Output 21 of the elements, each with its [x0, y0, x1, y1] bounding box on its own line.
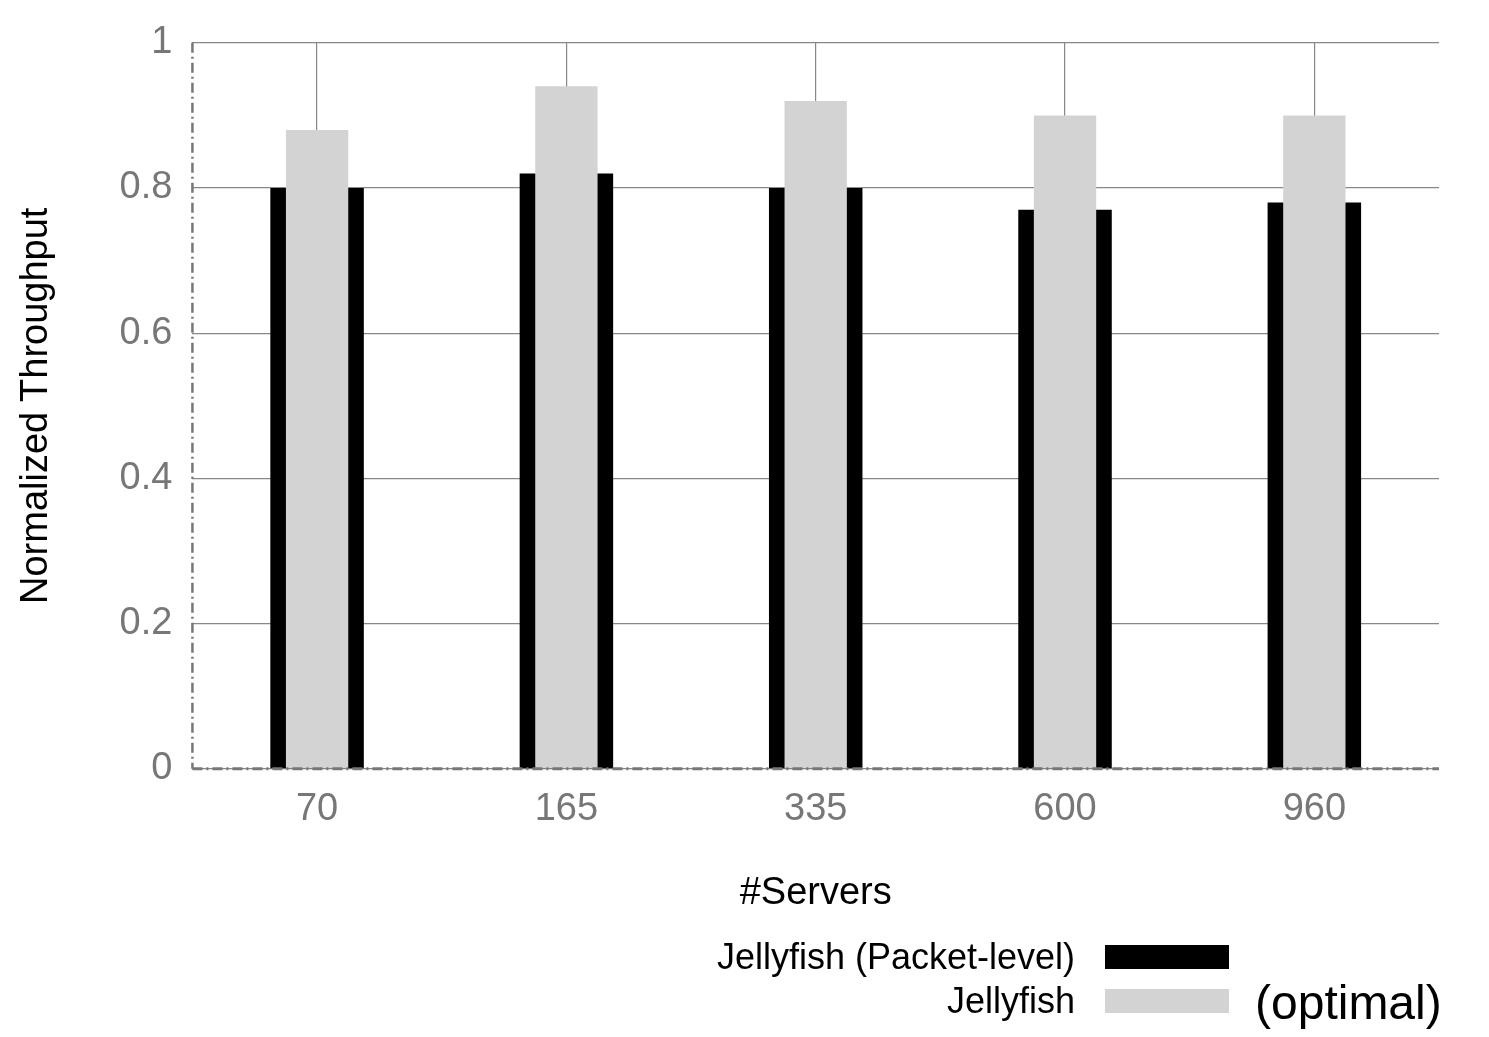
x-tick-label: 960	[1282, 786, 1347, 829]
x-tick-label: 600	[1033, 786, 1097, 829]
x-axis-title: #Servers	[739, 869, 892, 912]
x-tick-label: 70	[295, 786, 339, 829]
y-tick-label: 0	[151, 745, 173, 788]
x-tick-label: 335	[784, 786, 848, 829]
bar	[535, 86, 598, 769]
y-tick-label: 0.2	[119, 600, 173, 643]
legend-label: Jellyfish	[946, 980, 1075, 1022]
y-tick-label: 0.6	[119, 309, 173, 352]
bar	[1283, 115, 1346, 769]
bar	[784, 100, 847, 769]
y-tick-label: 0.4	[119, 454, 173, 497]
y-axis-title: Normalized Throughput	[13, 207, 56, 604]
legend-label: Jellyfish (Packet-level)	[716, 936, 1075, 978]
bar	[1033, 115, 1097, 769]
y-tick-label: 0.8	[119, 164, 173, 207]
bar	[285, 129, 349, 769]
text: (optimal)	[1255, 975, 1442, 1030]
x-tick-label: 165	[534, 786, 599, 829]
y-tick-label: 1	[151, 19, 173, 62]
